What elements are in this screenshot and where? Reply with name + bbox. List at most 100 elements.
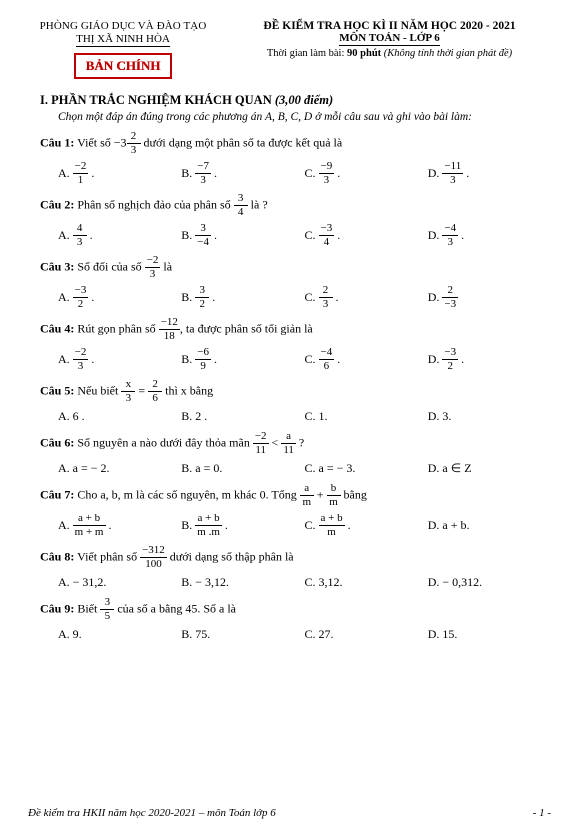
q5-label: Câu 5:: [40, 383, 74, 397]
q1-choices: A. −21 . B. −73 . C. −93 . D. −113 .: [58, 161, 551, 186]
dept-name: PHÒNG GIÁO DỤC VÀ ĐÀO TẠO: [28, 20, 218, 32]
stamp-label: BẢN CHÍNH: [74, 53, 173, 79]
q8-choice-a: A. − 31,2.: [58, 575, 181, 590]
q2-label: Câu 2:: [40, 197, 74, 211]
q7-label: Câu 7:: [40, 487, 74, 501]
q8-label: Câu 8:: [40, 549, 74, 563]
time-value: 90 phút: [347, 48, 381, 59]
q7-choice-b: B. a + bm .m .: [181, 513, 304, 538]
header: PHÒNG GIÁO DỤC VÀ ĐÀO TẠO THỊ XÃ NINH HÒ…: [28, 20, 551, 79]
question-2: Câu 2: Phân số nghịch đảo của phân số 34…: [40, 193, 551, 218]
q7-choice-d: D. a + b.: [428, 513, 551, 538]
q1-choice-c: C. −93 .: [305, 161, 428, 186]
header-left: PHÒNG GIÁO DỤC VÀ ĐÀO TẠO THỊ XÃ NINH HÒ…: [28, 20, 218, 79]
q6-choice-a: A. a = − 2.: [58, 461, 181, 476]
q9-text1: Biết: [77, 601, 97, 615]
q3-choice-c: C. 23 .: [305, 285, 428, 310]
section-heading: I. PHẦN TRẮC NGHIỆM KHÁCH QUAN (3,00 điể…: [40, 93, 551, 108]
q6-text2: ?: [299, 435, 304, 449]
q1-choice-a: A. −21 .: [58, 161, 181, 186]
question-8: Câu 8: Viết phân số −312100 dưới dạng số…: [40, 545, 551, 570]
q7-choice-a: A. a + bm + m .: [58, 513, 181, 538]
q1-text1: Viết số −3: [77, 135, 126, 149]
header-right: ĐỀ KIỂM TRA HỌC KÌ II NĂM HỌC 2020 - 202…: [228, 20, 551, 79]
q1-choice-d: D. −113 .: [428, 161, 551, 186]
q5-text2: thì x bằng: [165, 383, 213, 397]
q8-choice-d: D. − 0,312.: [428, 575, 551, 590]
q1-choice-b: B. −73 .: [181, 161, 304, 186]
q3-choice-d: D. 2−3: [428, 285, 551, 310]
q3-choice-a: A. −32 .: [58, 285, 181, 310]
page: PHÒNG GIÁO DỤC VÀ ĐÀO TẠO THỊ XÃ NINH HÒ…: [0, 0, 579, 831]
q4-text2: , ta được phân số tối giản là: [180, 321, 313, 335]
q4-text1: Rút gọn phân số: [77, 321, 155, 335]
q2-text1: Phân số nghịch đảo của phân số: [77, 197, 230, 211]
q2-choice-c: C. −34 .: [305, 223, 428, 248]
q9-choices: A. 9. B. 75. C. 27. D. 15.: [58, 627, 551, 642]
q4-choice-c: C. −46 .: [305, 347, 428, 372]
school-name: THỊ XÃ NINH HÒA: [76, 33, 170, 47]
q9-choice-b: B. 75.: [181, 627, 304, 642]
q9-text2: của số a bằng 45. Số a là: [117, 601, 236, 615]
q1-text2: dưới dạng một phân số ta được kết quả là: [144, 135, 343, 149]
q9-choice-a: A. 9.: [58, 627, 181, 642]
q8-choice-b: B. − 3,12.: [181, 575, 304, 590]
q5-choice-a: A. 6 .: [58, 409, 181, 424]
q5-choice-c: C. 1.: [305, 409, 428, 424]
q7-text2: bằng: [344, 487, 367, 501]
footer-left: Đề kiểm tra HKII năm học 2020-2021 – môn…: [28, 807, 276, 819]
q1-label: Câu 1:: [40, 135, 74, 149]
q7-choices: A. a + bm + m . B. a + bm .m . C. a + bm…: [58, 513, 551, 538]
q3-choice-b: B. 32 .: [181, 285, 304, 310]
q2-choice-b: B. 3−4 .: [181, 223, 304, 248]
subject-title: MÔN TOÁN - LỚP 6: [339, 32, 439, 46]
time-label: Thời gian làm bài:: [267, 48, 345, 59]
q8-choices: A. − 31,2. B. − 3,12. C. 3,12. D. − 0,31…: [58, 575, 551, 590]
q4-choice-d: D. −32 .: [428, 347, 551, 372]
q6-choice-b: B. a = 0.: [181, 461, 304, 476]
q8-text1: Viết phân số: [77, 549, 137, 563]
time-note: (Không tính thời gian phát đề): [384, 48, 512, 59]
instruction: Chọn một đáp án đúng trong các phương án…: [58, 111, 551, 123]
q2-text2: là ?: [251, 197, 268, 211]
q4-label: Câu 4:: [40, 321, 74, 335]
q9-choice-d: D. 15.: [428, 627, 551, 642]
footer: Đề kiểm tra HKII năm học 2020-2021 – môn…: [28, 803, 551, 819]
q6-choice-d: D. a ∈ Z: [428, 461, 551, 476]
time-line: Thời gian làm bài: 90 phút (Không tính t…: [228, 48, 551, 59]
question-1: Câu 1: Viết số −323 dưới dạng một phân s…: [40, 131, 551, 156]
q4-choice-b: B. −69 .: [181, 347, 304, 372]
question-3: Câu 3: Số đối của số −23 là: [40, 255, 551, 280]
q3-text2: là: [163, 259, 172, 273]
q2-choices: A. 43 . B. 3−4 . C. −34 . D. −43 .: [58, 223, 551, 248]
question-6: Câu 6: Số nguyên a nào dưới đây thỏa mãn…: [40, 431, 551, 456]
q4-choices: A. −23 . B. −69 . C. −46 . D. −32 .: [58, 347, 551, 372]
q5-choices: A. 6 . B. 2 . C. 1. D. 3.: [58, 409, 551, 424]
q3-text1: Số đối của số: [77, 259, 141, 273]
question-7: Câu 7: Cho a, b, m là các số nguyên, m k…: [40, 483, 551, 508]
q2-choice-a: A. 43 .: [58, 223, 181, 248]
q6-label: Câu 6:: [40, 435, 74, 449]
q5-choice-b: B. 2 .: [181, 409, 304, 424]
footer-right: - 1 -: [533, 807, 551, 819]
q7-text1: Cho a, b, m là các số nguyên, m khác 0. …: [77, 487, 296, 501]
section-label: I. PHẦN TRẮC NGHIỆM KHÁCH QUAN: [40, 93, 272, 107]
q5-text1: Nếu biết: [77, 383, 118, 397]
q8-text2: dưới dạng số thập phân là: [170, 549, 294, 563]
q6-text1: Số nguyên a nào dưới đây thỏa mãn: [77, 435, 249, 449]
q3-label: Câu 3:: [40, 259, 74, 273]
q5-choice-d: D. 3.: [428, 409, 551, 424]
q3-choices: A. −32 . B. 32 . C. 23 . D. 2−3: [58, 285, 551, 310]
q7-choice-c: C. a + bm .: [305, 513, 428, 538]
q8-choice-c: C. 3,12.: [305, 575, 428, 590]
q4-choice-a: A. −23 .: [58, 347, 181, 372]
section-points: (3,00 điểm): [275, 93, 333, 107]
question-9: Câu 9: Biết 35 của số a bằng 45. Số a là: [40, 597, 551, 622]
q9-label: Câu 9:: [40, 601, 74, 615]
exam-title: ĐỀ KIỂM TRA HỌC KÌ II NĂM HỌC 2020 - 202…: [228, 20, 551, 32]
question-4: Câu 4: Rút gọn phân số −1218, ta được ph…: [40, 317, 551, 342]
q9-choice-c: C. 27.: [305, 627, 428, 642]
q6-choices: A. a = − 2. B. a = 0. C. a = − 3. D. a ∈…: [58, 461, 551, 476]
question-5: Câu 5: Nếu biết x3 = 26 thì x bằng: [40, 379, 551, 404]
q2-choice-d: D. −43 .: [428, 223, 551, 248]
